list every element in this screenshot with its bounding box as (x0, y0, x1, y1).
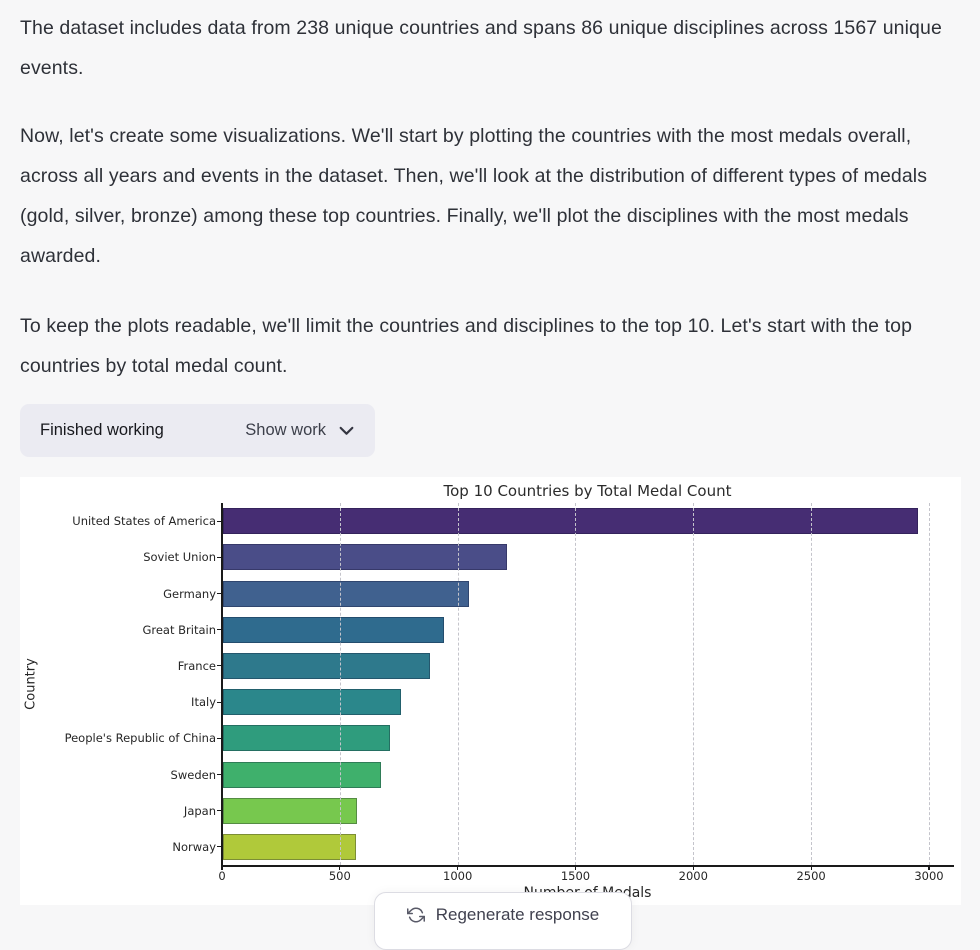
x-tick-label: 1000 (443, 869, 473, 883)
x-tick-mark (221, 866, 223, 870)
show-work-label: Show work (245, 421, 326, 439)
y-tick-label: Japan (183, 803, 216, 818)
bar-norway (222, 833, 356, 860)
y-axis-label: Country (23, 658, 39, 710)
y-tick-mark (217, 810, 221, 812)
bar-united-states-of-america (222, 508, 918, 535)
chart-title: Top 10 Countries by Total Medal Count (443, 482, 732, 500)
y-tick-label: Great Britain (142, 622, 216, 637)
assistant-message: The dataset includes data from 238 uniqu… (0, 8, 980, 905)
gridline (693, 503, 695, 865)
regenerate-icon (406, 906, 425, 924)
finished-working-widget: Finished working Show work (20, 404, 375, 457)
gridline (575, 503, 577, 865)
y-tick-mark (217, 701, 221, 703)
bar-france (222, 652, 431, 679)
x-axis-line (221, 865, 954, 867)
finished-working-label: Finished working (40, 421, 164, 439)
x-tick-label: 1500 (560, 869, 591, 883)
bar-great-britain (222, 616, 445, 643)
y-tick-label: Soviet Union (143, 550, 216, 565)
y-tick-mark (217, 846, 221, 848)
x-tick-label: 3000 (914, 869, 944, 883)
gridline (811, 503, 813, 865)
bar-people-s-republic-of-china (222, 725, 391, 752)
message-paragraph: The dataset includes data from 238 uniqu… (20, 17, 942, 79)
y-tick-label: United States of America (72, 514, 216, 529)
y-tick-mark (217, 520, 221, 522)
x-tick-mark (339, 866, 341, 870)
y-tick-mark (217, 592, 221, 595)
gridline (339, 503, 341, 865)
y-tick-label: People's Republic of China (64, 731, 216, 746)
regenerate-response-button[interactable]: Regenerate response (374, 892, 632, 950)
message-paragraph: Now, let's create some visualizations. W… (20, 125, 928, 267)
y-tick-mark (217, 773, 221, 776)
y-tick-mark (217, 629, 221, 631)
x-tick-label: 500 (328, 869, 351, 883)
y-tick-label: Italy (191, 695, 216, 710)
x-tick-mark (928, 866, 930, 870)
message-paragraph: To keep the plots readable, we'll limit … (20, 315, 913, 377)
x-tick-mark (692, 866, 694, 870)
y-tick-mark (217, 737, 221, 739)
chart-card: Top 10 Countries by Total Medal Count Un… (20, 477, 961, 905)
bar-italy (222, 689, 401, 716)
y-tick-label: France (177, 658, 216, 673)
x-tick-label: 0 (218, 869, 226, 883)
y-tick-label: Norway (172, 839, 216, 854)
gridline (928, 503, 930, 865)
y-tick-mark (217, 556, 221, 558)
y-tick-mark (217, 665, 221, 667)
x-tick-mark (457, 866, 459, 870)
regenerate-label: Regenerate response (435, 904, 600, 924)
bar-sweden (222, 761, 381, 788)
bar-soviet-union (222, 544, 507, 571)
y-axis-line (221, 503, 223, 866)
show-work-button[interactable]: Show work (245, 421, 355, 440)
bar-japan (222, 797, 358, 824)
x-tick-mark (810, 866, 812, 870)
x-tick-mark (574, 866, 577, 870)
chevron-down-icon (338, 422, 355, 439)
bar-germany (222, 580, 470, 607)
gridline (457, 503, 459, 865)
x-tick-label: 2000 (678, 869, 708, 883)
y-tick-label: Sweden (170, 767, 216, 782)
y-tick-label: Germany (163, 586, 216, 601)
x-tick-label: 2500 (796, 869, 826, 883)
